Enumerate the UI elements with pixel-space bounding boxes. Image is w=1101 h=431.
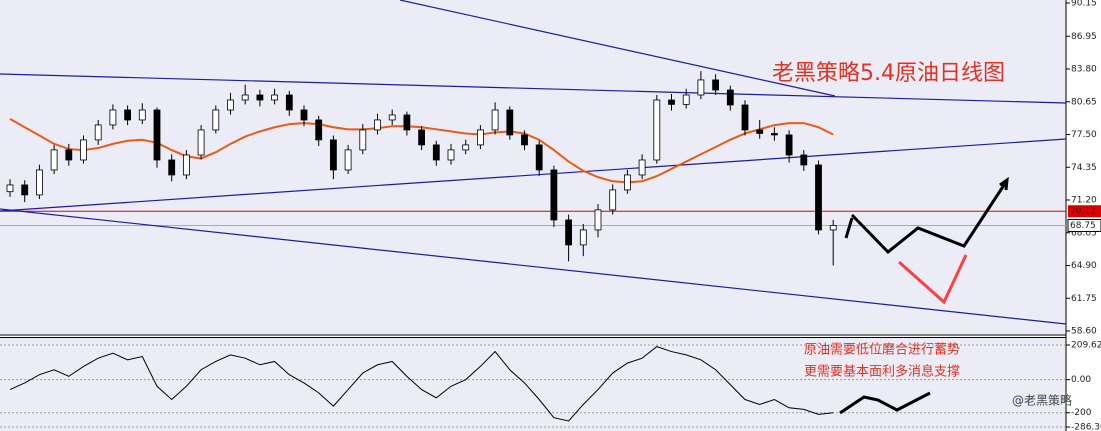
candle-body [682, 94, 690, 105]
y-tick-label: 68.05 [1071, 228, 1097, 238]
y-tick-label: -286.30 [1071, 423, 1101, 431]
candle-body [197, 129, 205, 156]
candle-body [36, 169, 43, 196]
candle-body [535, 144, 543, 171]
candle-body [124, 109, 131, 121]
candle-body [624, 174, 631, 191]
candle-body [227, 99, 234, 111]
y-tick-label: 209.621 [1071, 341, 1101, 351]
main-panel [0, 0, 1066, 334]
candle-body [94, 124, 102, 141]
candle-body [771, 133, 778, 136]
y-tick-label: 74.35 [1071, 163, 1097, 173]
trend-lines [0, 0, 1067, 325]
candle-body [565, 219, 572, 246]
candle-body [6, 184, 14, 193]
price-box [1068, 205, 1101, 218]
candle-body [653, 99, 661, 161]
candle-body [550, 169, 558, 221]
annotation: 更需要基本面利多消息支撑 [804, 364, 960, 380]
y-tick-label: 86.95 [1071, 32, 1097, 42]
candle-body [447, 149, 455, 161]
candle-body [609, 189, 617, 211]
candle-body [697, 79, 705, 96]
candle-body [315, 119, 323, 141]
candle-body [638, 159, 646, 176]
candle-body [212, 109, 220, 131]
candle-body [329, 139, 337, 171]
candle-body [815, 164, 822, 231]
candle-body [138, 109, 146, 121]
candle-body [80, 139, 87, 161]
candle-body [374, 119, 381, 131]
watermark: @老黑策略 [1012, 393, 1072, 408]
candle-body [432, 144, 440, 161]
price-label: 68.75 [1070, 221, 1096, 231]
y-tick-label: 61.75 [1071, 294, 1097, 304]
candle-body [594, 209, 602, 231]
arrow [844, 217, 854, 239]
arrow [850, 181, 1008, 255]
candle-body [756, 129, 764, 134]
candle-body [462, 144, 470, 151]
candle-body [344, 149, 352, 171]
candle-body [579, 229, 587, 246]
annotation: 原油需要低位磨合进行蓄势 [804, 342, 960, 358]
candle-body [168, 159, 176, 176]
trend-line [0, 73, 1067, 104]
candle-body [403, 114, 411, 131]
chart-title: 老黑策略5.4原油日线图 [772, 61, 1005, 86]
candle-body [668, 99, 675, 105]
candle-body [182, 154, 190, 176]
candle-body [50, 149, 58, 171]
y-tick-label: 90.15 [1071, 0, 1097, 9]
price-box [1067, 218, 1101, 232]
arrow [839, 391, 931, 415]
arrows [839, 176, 1009, 415]
oscillator-line [9, 346, 834, 422]
y-tick-label: 80.65 [1071, 97, 1097, 107]
candle-body [65, 149, 73, 161]
y-tick-label: 83.80 [1071, 65, 1097, 75]
candle-body [521, 134, 528, 146]
y-tick-label: -200 [1071, 408, 1092, 418]
y-tick-label: 58.60 [1071, 327, 1097, 337]
y-tick-label: 64.90 [1071, 261, 1097, 271]
trend-line [0, 208, 1067, 325]
candle-body [109, 109, 117, 126]
trend-line [399, 0, 836, 97]
candle-body [359, 129, 367, 151]
arrow [898, 254, 968, 305]
arrow-head [999, 176, 1009, 191]
candle-body [256, 94, 264, 101]
candle-body [271, 94, 279, 101]
trend-line [0, 138, 1067, 212]
candle-body [21, 184, 29, 196]
oscillator-panel [0, 338, 1066, 431]
candle-body [785, 134, 793, 156]
candle-body [506, 109, 514, 136]
candle-body [418, 129, 426, 146]
candle-body [741, 104, 749, 131]
candle-body [388, 114, 396, 121]
candle-body [476, 129, 484, 146]
candle-body [300, 109, 308, 121]
candle-body [241, 94, 249, 101]
y-tick-label: 77.50 [1071, 130, 1097, 140]
price-label: 70.12 [1070, 207, 1096, 217]
candle-body [491, 109, 499, 131]
candle-body [285, 94, 293, 111]
candle-body [829, 225, 837, 231]
candle-body [153, 109, 161, 161]
y-tick-label: 71.20 [1071, 196, 1097, 206]
candle-body [726, 89, 734, 106]
y-tick-label: 0.00 [1071, 375, 1091, 385]
candle-body [800, 154, 808, 166]
candle-body [712, 79, 719, 91]
